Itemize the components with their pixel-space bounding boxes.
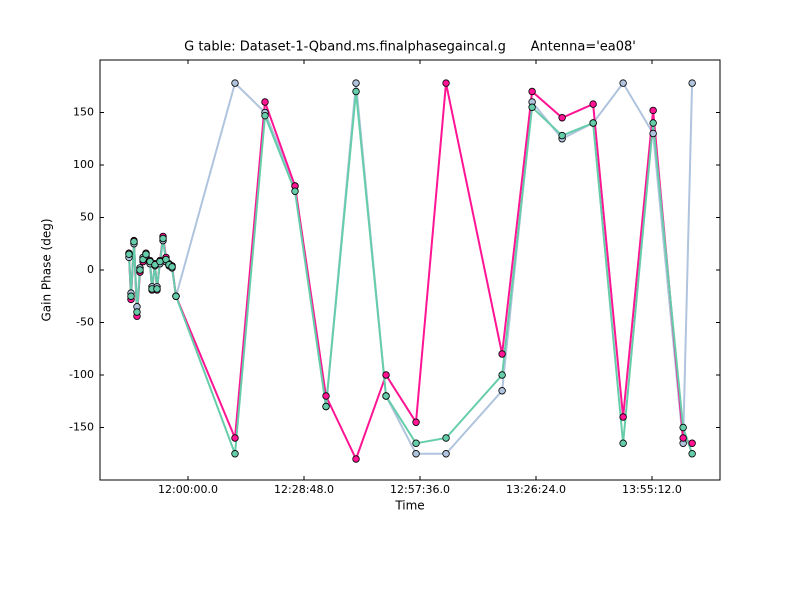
data-point [352,455,360,463]
y-tick-label: 0 [87,263,94,276]
y-tick-label: -50 [76,316,94,329]
data-point [589,100,597,108]
data-point [412,450,420,458]
data-point [498,371,506,379]
data-point [261,98,269,106]
data-point [442,434,450,442]
x-tick-label: 13:26:24.0 [506,483,566,496]
y-tick-label: 150 [73,106,94,119]
x-tick-label: 12:00:00.0 [158,483,218,496]
data-point [322,392,330,400]
data-point [619,79,627,87]
data-point [498,387,506,395]
data-point [261,111,269,120]
y-axis-label: Gain Phase (deg) [40,218,54,321]
data-point [619,413,627,421]
x-axis-label: Time [394,499,424,513]
data-point [352,87,360,96]
data-point [442,450,450,458]
data-point [142,250,150,258]
data-point [498,350,506,358]
data-point [133,308,141,316]
data-point [679,434,687,442]
y-tick-label: 50 [80,211,94,224]
data-point [231,79,239,87]
data-point [412,418,420,426]
data-point [172,292,180,300]
data-point [127,292,135,300]
data-point [322,402,330,411]
data-point [649,129,657,138]
data-point [168,263,176,271]
data-point [688,79,696,87]
data-point [159,234,167,243]
data-point [412,439,420,447]
data-point [382,392,390,400]
x-tick-label: 12:28:48.0 [274,483,334,496]
plot-area [125,79,696,463]
y-tick-label: -150 [69,421,94,434]
data-point [619,439,627,447]
data-point [231,434,239,442]
x-tick-label: 13:55:12.0 [622,483,682,496]
data-point [153,285,161,293]
y-tick-label: -100 [69,368,94,381]
data-point [528,103,536,111]
data-point [649,119,657,127]
data-point [231,450,239,458]
data-point [688,450,696,458]
data-point [125,250,133,258]
data-point [442,79,450,87]
data-point [679,423,687,432]
data-point [352,79,360,87]
data-point [136,266,144,274]
chart-title: G table: Dataset-1-Qband.ms.finalphasega… [184,40,636,55]
data-point [558,114,566,122]
data-point [528,87,536,96]
data-point [291,187,299,195]
data-point [589,119,597,127]
data-point [558,131,566,140]
data-point [649,106,657,115]
data-point [688,439,696,447]
y-tick-label: 100 [73,158,94,171]
data-point [382,371,390,379]
data-point [130,237,138,246]
x-tick-label: 12:57:36.0 [390,483,450,496]
